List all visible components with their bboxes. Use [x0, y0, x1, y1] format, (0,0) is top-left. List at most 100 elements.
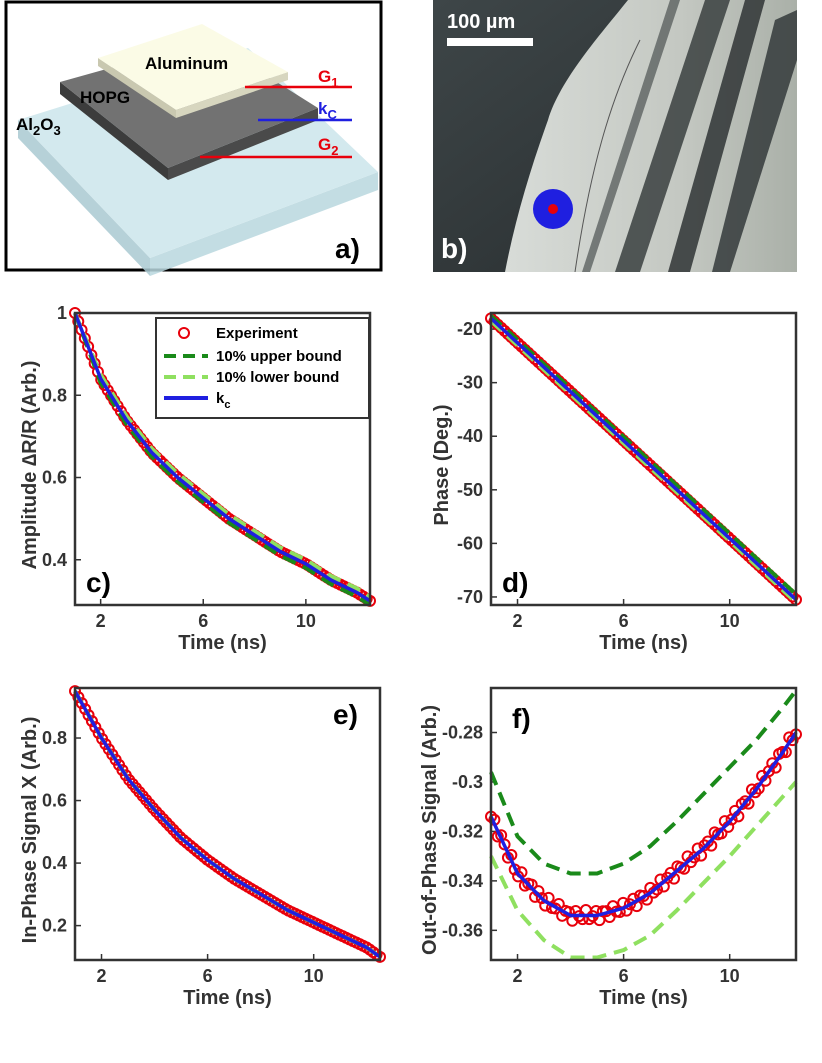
e-experiment-point-29 — [167, 823, 180, 836]
e-xlabel: Time (ns) — [183, 987, 272, 1009]
label-g2: G2 — [318, 135, 338, 158]
chart-panel-f: 2 6 10 -0.36 -0.34 -0.32 -0.3 -0.28 Time (ns) Out… — [419, 686, 802, 1009]
schematic-panel: Aluminum HOPG Al2O3 G1 kC G2 a) — [4, 0, 383, 276]
f-panel-label: f) — [512, 703, 531, 734]
c-xtick-label-2: 10 — [296, 611, 316, 631]
e-experiment-point-30 — [170, 827, 183, 840]
c-ytick-label-0: 0.4 — [42, 550, 67, 570]
f-experiment-point-15 — [535, 892, 548, 905]
legend: Experiment 10% upper bound 10% lower bou… — [155, 317, 370, 419]
f-xlabel: Time (ns) — [599, 987, 688, 1009]
chart-panel-d: 2 6 10 -70 -60 -50 -40 -30 -20 Time (ns) Phase (De… — [431, 311, 802, 654]
d-fit-line — [489, 317, 798, 601]
c-upper-bound-line — [73, 312, 372, 607]
legend-upper-label: 10% upper bound — [216, 348, 342, 365]
d-ytick-label-4: -30 — [457, 373, 483, 393]
hopg-front-left — [60, 82, 168, 180]
d-ytick-label-2: -50 — [457, 480, 483, 500]
f-upper-bound-line — [489, 689, 798, 876]
label-kc: kC — [318, 99, 337, 122]
f-fit-line — [489, 731, 798, 918]
c-ytick-label-2: 0.8 — [42, 385, 67, 405]
e-upper-bound-line — [73, 690, 382, 959]
e-experiment-point-2 — [75, 697, 88, 710]
aluminum-front-right — [176, 72, 288, 118]
aluminum-top — [98, 24, 288, 110]
f-ylabel: Out-of-Phase Signal (Arb.) — [419, 705, 441, 955]
e-xtick-label-0: 2 — [97, 966, 107, 986]
c-ytick-label-1: 0.6 — [42, 468, 67, 488]
aluminum-front-left — [98, 58, 176, 118]
c-ytick-label-3: 1 — [57, 303, 67, 323]
d-plot-frame — [489, 311, 798, 607]
hopg-flake — [505, 0, 797, 272]
g2-sub: 2 — [331, 143, 338, 158]
e-experiment-point-23 — [146, 802, 159, 815]
probe-spot-inner — [548, 204, 558, 214]
f-xtick-label-1: 6 — [619, 966, 629, 986]
kc-name: k — [318, 99, 328, 118]
e-fit-line — [73, 690, 382, 959]
e-experiment-point-4 — [82, 709, 95, 722]
kc-sub: C — [327, 107, 337, 122]
hopg-front-right — [168, 108, 318, 180]
legend-experiment-label: Experiment — [216, 325, 298, 342]
c-xtick-label-1: 6 — [198, 611, 208, 631]
f-ytick-label-2: -0.32 — [442, 821, 483, 841]
e-experiment-point-5 — [85, 715, 98, 728]
g1-name: G — [318, 67, 331, 86]
e-ytick-label-0: 0.2 — [42, 916, 67, 936]
e-experiment-point-25 — [153, 809, 166, 822]
d-ylabel: Phase (Deg.) — [431, 404, 453, 525]
e-experiment-point-3 — [79, 703, 92, 716]
e-experiment-point-6 — [89, 721, 102, 734]
label-hopg: HOPG — [80, 88, 130, 107]
legend-fit-label: kc — [216, 390, 230, 411]
e-ytick-label-2: 0.6 — [42, 791, 67, 811]
f-xtick-label-2: 10 — [720, 966, 740, 986]
panel-label-b: b) — [441, 233, 467, 264]
e-experiment-point-1 — [72, 691, 85, 704]
substrate-front-right — [150, 172, 378, 276]
e-experiment-point-24 — [150, 805, 163, 818]
d-ytick-label-1: -60 — [457, 533, 483, 553]
flake-stripe-3 — [712, 10, 797, 272]
label-al2o3: Al2O3 — [16, 115, 61, 138]
e-xtick-label-2: 10 — [304, 966, 324, 986]
f-experiment-point-78 — [749, 786, 762, 799]
micrograph-panel: 100 µm b) — [433, 0, 797, 272]
f-ytick-label-1: -0.34 — [442, 871, 483, 891]
e-ytick-label-3: 0.8 — [42, 728, 67, 748]
d-xtick-label-2: 10 — [720, 611, 740, 631]
f-ytick-label-0: -0.36 — [442, 920, 483, 940]
d-ytick-label-0: -70 — [457, 587, 483, 607]
c-fit-line — [73, 312, 371, 603]
f-series-group — [485, 689, 802, 960]
e-panel-label: e) — [333, 699, 358, 730]
scale-bar — [447, 38, 533, 46]
e-experiment-point-31 — [174, 830, 187, 843]
d-ytick-label-3: -40 — [457, 426, 483, 446]
legend-lower-label: 10% lower bound — [216, 369, 339, 386]
legend-box — [155, 317, 370, 419]
e-experiment-point-27 — [160, 816, 173, 829]
d-lower-bound-line — [489, 319, 798, 604]
e-series-group — [69, 685, 386, 963]
e-ylabel: In-Phase Signal X (Arb.) — [19, 717, 41, 944]
d-series-group — [485, 312, 802, 606]
e-lower-bound-line — [73, 690, 382, 959]
f-plot-frame — [489, 686, 798, 962]
e-experiment-point-26 — [157, 812, 170, 825]
f-ytick-label-3: -0.3 — [452, 772, 483, 792]
c-xlabel: Time (ns) — [178, 632, 267, 654]
al2o3-sub-2: 2 — [33, 123, 40, 138]
c-ylabel: Amplitude ∆R/R (Arb.) — [19, 361, 41, 570]
c-panel-label: c) — [86, 567, 111, 598]
c-xtick-label-0: 2 — [96, 611, 106, 631]
d-panel-label: d) — [502, 567, 528, 598]
e-ytick-label-1: 0.4 — [42, 853, 67, 873]
flake-crack — [574, 39, 641, 272]
d-xtick-label-0: 2 — [513, 611, 523, 631]
label-g1: G1 — [318, 67, 338, 90]
al2o3-o: O — [40, 115, 53, 134]
